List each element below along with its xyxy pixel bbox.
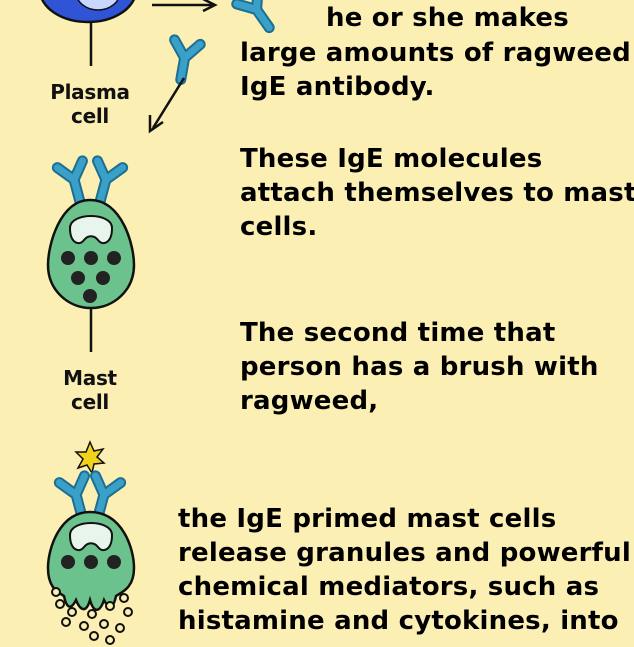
- text-line: cells.: [240, 212, 318, 242]
- paragraph-1-line-1: he or she makes: [326, 3, 569, 33]
- text-line: These IgE molecules: [240, 144, 543, 174]
- plasma-label-line: cell: [71, 104, 109, 128]
- plasma-cell-icon: [41, 0, 135, 66]
- text-line: large amounts of ragweed: [240, 38, 631, 68]
- paragraph-1: large amounts of ragweed IgE antibody.: [240, 36, 631, 104]
- paragraph-2: These IgE molecules attach themselves to…: [240, 142, 634, 244]
- mast-label-line: Mast: [63, 366, 117, 390]
- plasma-cell-label: Plasma cell: [40, 80, 140, 128]
- text-line: ragweed,: [240, 386, 379, 416]
- paragraph-3: The second time that person has a brush …: [240, 316, 599, 418]
- mast-cell-icon: [46, 161, 136, 352]
- mast-cell-label: Mast cell: [40, 366, 140, 414]
- text-line: release granules and powerful: [178, 538, 631, 568]
- ige-antibody-icon: [237, 0, 280, 35]
- text-line: histamine and cytokines, into: [178, 606, 619, 636]
- mast-label-line: cell: [71, 390, 109, 414]
- degranulating-mast-cell-icon: [46, 440, 136, 645]
- ragweed-pollen-icon: [74, 440, 106, 475]
- ige-antibody-icon: [168, 40, 200, 82]
- arrow-down-icon: [148, 77, 186, 134]
- text-line: IgE antibody.: [240, 72, 435, 102]
- text-line: attach themselves to mast: [240, 178, 634, 208]
- paragraph-4: the IgE primed mast cells release granul…: [178, 502, 631, 638]
- text-line: person has a brush with: [240, 352, 599, 382]
- plasma-label-line: Plasma: [50, 80, 130, 104]
- text-line: The second time that: [240, 318, 556, 348]
- arrow-right-icon: [152, 0, 218, 13]
- text-line: the IgE primed mast cells: [178, 504, 557, 534]
- text-line: chemical mediators, such as: [178, 572, 600, 602]
